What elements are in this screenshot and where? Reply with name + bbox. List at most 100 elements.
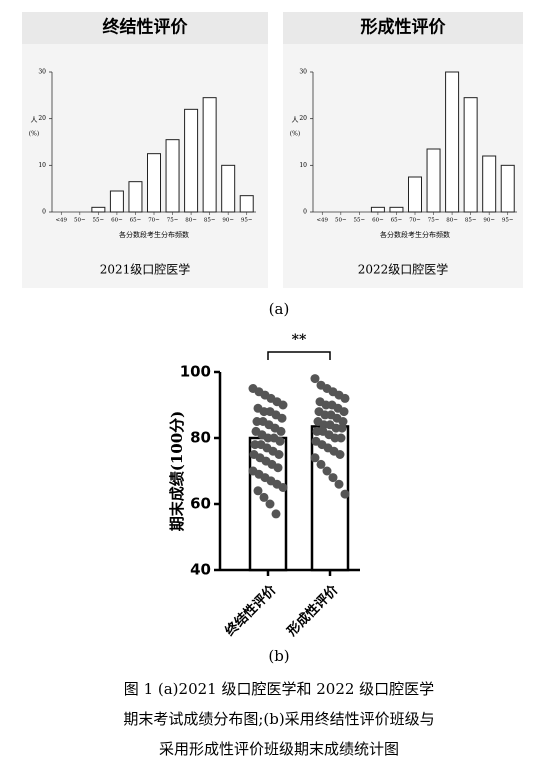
y-tick-label: 0 (303, 209, 307, 216)
panel-footer: 2021级口腔医学 (100, 262, 191, 277)
data-point (340, 393, 350, 403)
y-tick-label: 80 (190, 429, 211, 447)
y-axis-label: (%) (290, 131, 300, 138)
data-point (322, 466, 332, 476)
chart-title: 终结性评价 (103, 17, 189, 38)
data-point (335, 450, 345, 459)
x-tick-label: 80~ (185, 218, 197, 224)
data-point (275, 436, 285, 446)
y-tick-label: 20 (299, 115, 307, 122)
data-point (334, 479, 344, 489)
panel-label: (b) (268, 647, 289, 665)
panel-background (283, 12, 523, 288)
y-tick-label: 20 (38, 115, 46, 122)
y-tick-label: 10 (299, 162, 307, 169)
x-tick-label: <49 (316, 218, 328, 224)
bar (202, 97, 217, 213)
x-tick-label: 70~ (409, 218, 421, 224)
caption-line: 图 1 (a)2021 级口腔医学和 2022 级口腔医学 (124, 680, 434, 698)
data-point (340, 489, 350, 499)
data-point (265, 499, 275, 509)
x-tick-label: 80~ (446, 218, 458, 224)
data-point (328, 473, 338, 483)
x-axis-label: 各分数段考生分布频数 (119, 230, 189, 239)
x-tick-label: 55~ (354, 218, 366, 224)
data-point (337, 423, 347, 433)
x-tick-label: 90~ (483, 218, 495, 224)
data-point (276, 426, 286, 436)
significance-label: ** (292, 332, 307, 348)
bar (165, 139, 180, 213)
x-tick-label: 50~ (335, 218, 347, 224)
data-point (253, 486, 263, 496)
x-tick-label: 50~ (74, 218, 86, 224)
x-tick-label: 55~ (93, 218, 105, 224)
x-tick-label: 95~ (241, 218, 253, 224)
bar (408, 176, 422, 213)
x-tick-label: 75~ (167, 218, 179, 224)
bar (184, 108, 199, 213)
significance-bracket (267, 351, 331, 360)
bar (91, 206, 106, 213)
y-tick-label: 10 (38, 162, 46, 169)
data-point (338, 417, 348, 426)
data-point (274, 450, 284, 459)
chart-title: 形成性评价 (361, 17, 447, 38)
bar (239, 195, 254, 213)
x-tick-label: 95~ (502, 218, 514, 224)
x-tick-label: 终结性评价 (222, 581, 280, 639)
data-point (277, 413, 287, 423)
bar (109, 190, 124, 213)
caption-line: 采用形成性评价班级期末成绩统计图 (159, 740, 399, 758)
x-tick-label: 85~ (465, 218, 477, 224)
panel-footer: 2022级口腔医学 (358, 262, 449, 277)
x-tick-label: 85~ (204, 218, 216, 224)
y-tick-label: 30 (38, 69, 46, 76)
y-axis-label: (%) (29, 131, 39, 138)
x-tick-label: 形成性评价 (284, 581, 342, 639)
y-tick-label: 60 (190, 495, 211, 513)
data-point (339, 407, 349, 417)
x-axis-label: 各分数段考生分布频数 (380, 230, 450, 239)
y-tick-label: 100 (180, 363, 211, 381)
data-point (278, 400, 288, 410)
bar (500, 164, 515, 213)
bar (389, 206, 404, 213)
title-band (22, 12, 268, 44)
y-tick-label: 0 (42, 209, 46, 216)
bar (482, 155, 497, 213)
x-tick-label: 75~ (428, 218, 440, 224)
y-axis-label: 期末成绩(100分) (168, 411, 186, 532)
bar (370, 206, 385, 213)
caption-line: 期末考试成绩分布图;(b)采用终结性评价班级与 (123, 710, 434, 728)
bar (221, 164, 236, 213)
y-axis-label: 人 (31, 116, 38, 124)
x-tick-label: 90~ (222, 218, 234, 224)
data-point (310, 453, 320, 463)
bar (426, 148, 441, 213)
data-point (259, 492, 269, 502)
data-point (336, 433, 346, 443)
data-point (310, 374, 320, 384)
y-axis-label: 人 (292, 116, 299, 124)
x-tick-label: <49 (55, 218, 67, 224)
bar (147, 153, 161, 213)
x-tick-label: 65~ (391, 218, 403, 224)
data-point (271, 509, 281, 519)
title-band (283, 12, 523, 44)
y-tick-label: 30 (299, 69, 307, 76)
x-tick-label: 60~ (372, 218, 384, 224)
x-tick-label: 70~ (148, 218, 160, 224)
data-point (278, 483, 288, 492)
y-tick-label: 40 (190, 561, 211, 579)
data-point (273, 463, 283, 473)
bar (128, 181, 143, 213)
data-point (316, 459, 326, 469)
x-tick-label: 60~ (111, 218, 123, 224)
x-tick-label: 65~ (130, 218, 142, 224)
panel-background (22, 12, 268, 288)
panel-label: (a) (269, 300, 290, 318)
bar (445, 71, 460, 213)
bar (463, 97, 478, 213)
